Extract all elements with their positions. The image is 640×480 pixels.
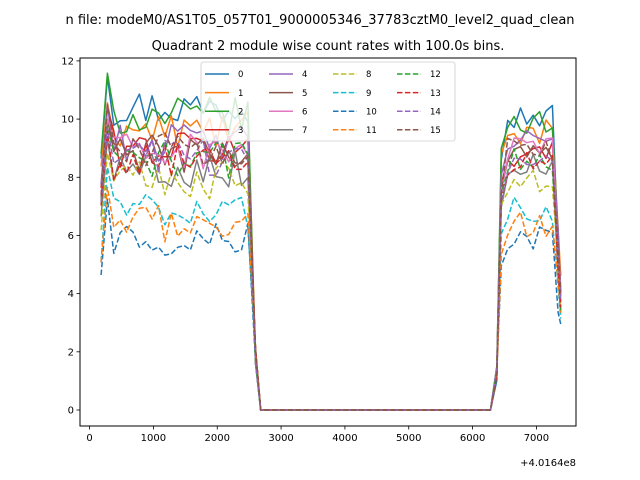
legend-label-11: 11	[366, 126, 377, 136]
legend-label-10: 10	[366, 107, 377, 117]
x-tick-label: 2000	[205, 433, 230, 444]
series-line-9	[100, 166, 562, 411]
legend-label-14: 14	[430, 107, 441, 117]
legend-label-2: 2	[238, 107, 243, 117]
series-layer	[100, 72, 562, 411]
series-line-1	[100, 101, 562, 411]
plot-frame	[79, 57, 577, 427]
series-line-5	[100, 118, 562, 411]
series-line-15	[100, 103, 562, 411]
y-tick-label: 2	[68, 347, 74, 358]
x-axis: 0 1000 2000 3000 4000 5000 6000 7000	[86, 426, 549, 444]
x-offset-label: +4.0164e8	[520, 458, 576, 469]
legend-label-13: 13	[430, 89, 441, 99]
legend-label-3: 3	[238, 126, 243, 136]
legend-label-0: 0	[238, 70, 243, 80]
legend-label-1: 1	[238, 89, 243, 99]
y-tick-label: 4	[68, 289, 74, 300]
legend-label-15: 15	[430, 126, 441, 136]
x-tick-label: 5000	[396, 433, 421, 444]
series-line-8	[100, 152, 562, 411]
y-tick-label: 0	[68, 406, 74, 417]
x-tick-label: 3000	[268, 433, 293, 444]
legend-box	[200, 61, 456, 142]
x-tick-label: 1000	[141, 433, 166, 444]
x-tick-label: 6000	[460, 433, 485, 444]
legend-label-7: 7	[302, 126, 307, 136]
y-tick-label: 10	[61, 115, 74, 126]
series-line-14	[100, 127, 562, 411]
legend-label-4: 4	[302, 70, 307, 80]
x-tick-label: 0	[86, 433, 92, 444]
y-tick-label: 8	[68, 173, 74, 184]
series-line-6	[100, 117, 562, 411]
chart-title: Quadrant 2 module wise count rates with …	[152, 39, 505, 54]
figure-suptitle: n file: modeM0/AS1T05_057T01_9000005346_…	[65, 13, 574, 28]
series-line-11	[100, 186, 562, 411]
series-line-12	[100, 125, 562, 411]
legend-label-8: 8	[366, 70, 371, 80]
y-tick-label: 6	[68, 231, 74, 242]
series-line-7	[100, 138, 562, 411]
series-line-13	[100, 130, 562, 411]
x-tick-label: 4000	[332, 433, 357, 444]
legend-label-12: 12	[430, 70, 441, 80]
x-tick-label: 7000	[524, 433, 549, 444]
series-line-10	[100, 198, 562, 411]
legend-label-6: 6	[302, 107, 307, 117]
legend-label-5: 5	[302, 89, 307, 99]
y-tick-label: 12	[61, 57, 74, 68]
y-axis: 0 2 4 6 8 10 12	[61, 57, 80, 417]
legend-label-9: 9	[366, 89, 371, 99]
